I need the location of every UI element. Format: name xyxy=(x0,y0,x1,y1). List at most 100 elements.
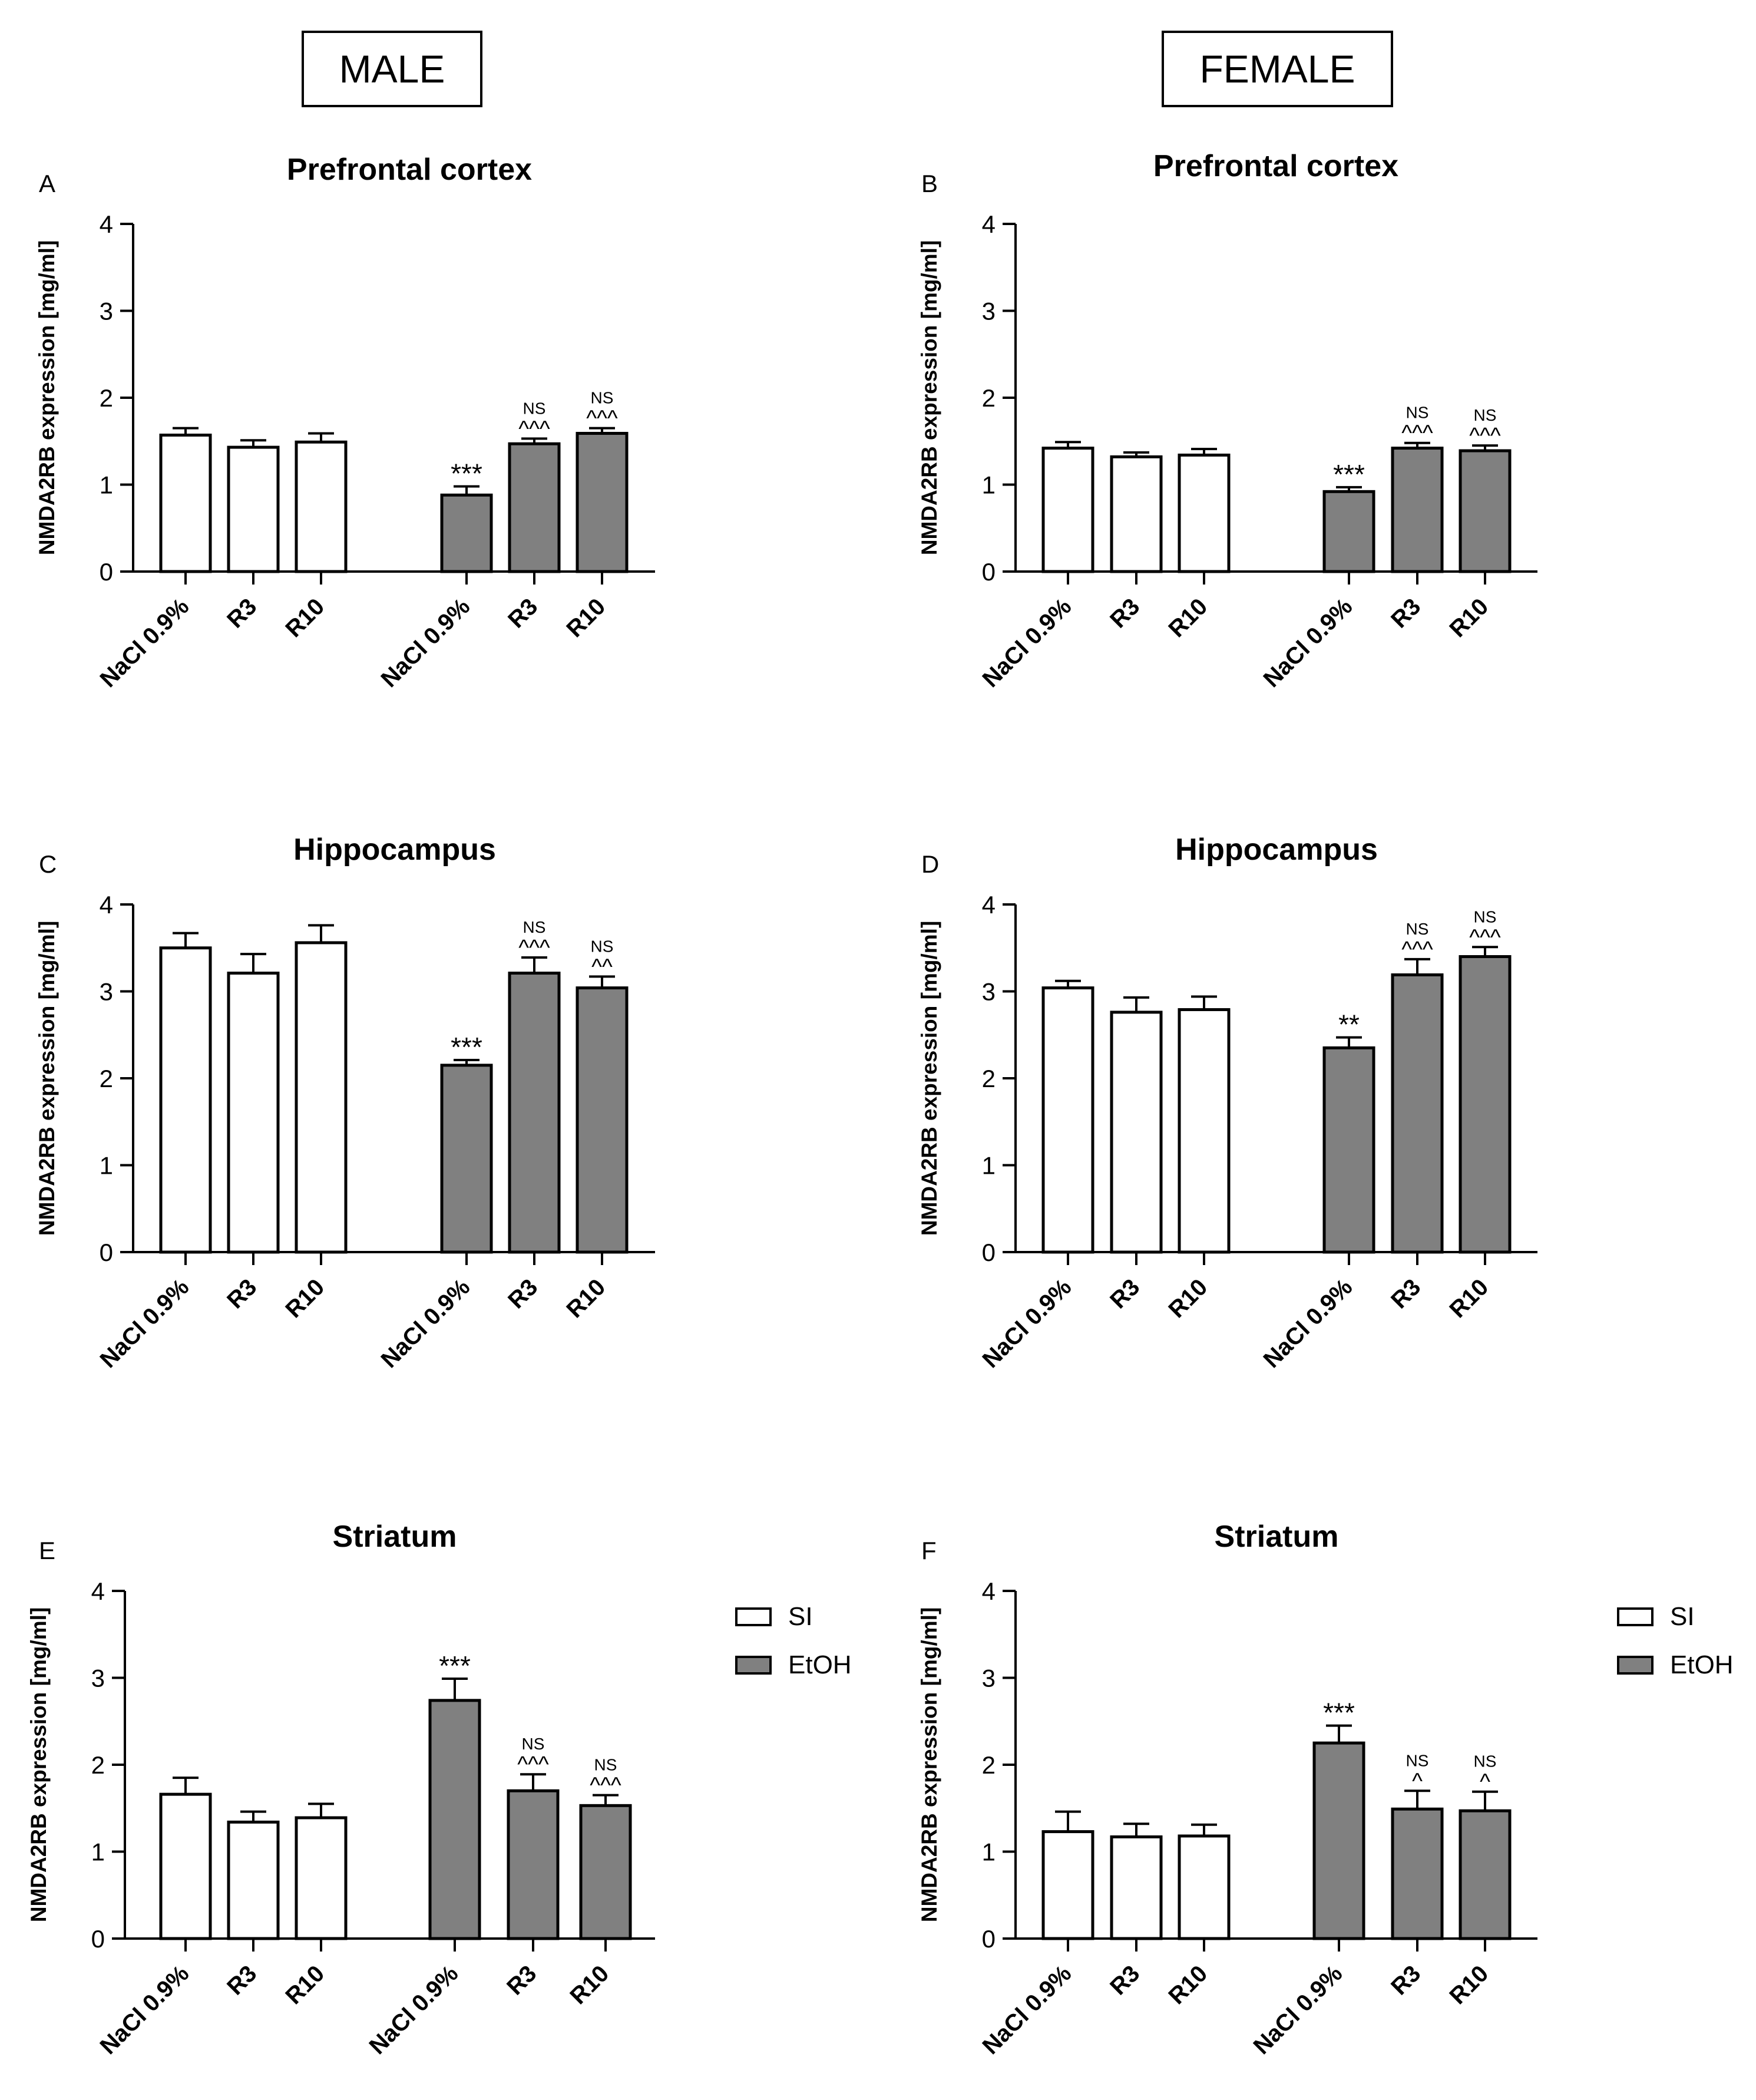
y-tick-label: 2 xyxy=(982,1065,996,1092)
y-tick-label: 1 xyxy=(982,471,996,499)
y-tick-label: 0 xyxy=(100,1239,113,1266)
y-axis-label: NMDA2RB expression [mg/ml] xyxy=(35,921,59,1236)
chart-title-c: Hippocampus xyxy=(293,833,496,867)
y-axis-label: NMDA2RB expression [mg/ml] xyxy=(917,1607,941,1923)
y-tick-label: 4 xyxy=(100,210,113,238)
panel-letter-a: A xyxy=(39,170,56,197)
x-tick-label: NaCl 0.9% xyxy=(364,1960,463,2059)
y-tick-label: 3 xyxy=(982,1665,996,1692)
male-header: MALE xyxy=(302,31,482,107)
x-tick-label: R3 xyxy=(1105,1960,1145,2000)
bar-etoh xyxy=(1391,973,1444,1254)
y-tick-label: 2 xyxy=(982,1751,996,1779)
significance-carets: ^^^ xyxy=(517,1752,549,1777)
significance-carets: ^^^ xyxy=(518,936,550,960)
x-tick-label: R3 xyxy=(1386,593,1426,633)
female-header: FEMALE xyxy=(1162,31,1393,107)
y-tick-label: 3 xyxy=(982,978,996,1006)
legend-label-etoh: EtOH xyxy=(788,1650,852,1679)
x-tick-label: R10 xyxy=(565,1960,614,2009)
chart-a: 0 1 2 3 4 NMDA2RB expression [mg/ml] NaCl 0.9%… xyxy=(35,210,655,692)
chart-e: 0 1 2 3 4 NMDA2RB expression [mg/ml] NaCl 0.9%… xyxy=(27,1577,655,2059)
y-tick-label: 0 xyxy=(982,558,996,586)
x-tick-label: NaCl 0.9% xyxy=(376,593,475,692)
legend-item-etoh: EtOH xyxy=(735,1647,852,1683)
legend-label-etoh: EtOH xyxy=(1670,1650,1734,1679)
bar-etoh xyxy=(1459,449,1512,573)
significance-carets: ^^^ xyxy=(518,417,550,441)
bar-etoh xyxy=(508,972,561,1254)
y-tick-label: 4 xyxy=(982,1577,996,1605)
bar-etoh xyxy=(440,1064,493,1254)
y-tick-label: 0 xyxy=(982,1925,996,1953)
y-tick-label: 2 xyxy=(100,1065,113,1092)
legend-item-si: SI xyxy=(1617,1599,1734,1635)
significance-stars: *** xyxy=(451,458,482,488)
significance-ns: NS xyxy=(1406,1751,1429,1769)
x-tick-label: R3 xyxy=(222,1274,262,1313)
legend-swatch-si xyxy=(735,1607,772,1626)
bar-si xyxy=(295,941,348,1254)
bar-etoh xyxy=(428,1699,481,1940)
x-tick-label: R3 xyxy=(1105,593,1145,633)
x-tick-label: R3 xyxy=(1386,1960,1426,2000)
bar-si xyxy=(1178,1834,1231,1940)
significance-ns: NS xyxy=(523,399,546,417)
significance-carets: ^^^ xyxy=(1469,925,1501,950)
bar-si xyxy=(1041,986,1094,1254)
significance-carets: ^^^ xyxy=(590,1774,621,1798)
x-tick-label: NaCl 0.9% xyxy=(1258,1274,1357,1373)
y-axis-label: NMDA2RB expression [mg/ml] xyxy=(917,240,941,556)
chart-title-e: Striatum xyxy=(332,1520,457,1554)
significance-ns: NS xyxy=(522,1735,545,1753)
y-axis-label: NMDA2RB expression [mg/ml] xyxy=(917,921,941,1236)
bar-si xyxy=(1110,1835,1163,1940)
x-tick-label: R3 xyxy=(222,593,262,633)
x-tick-label: NaCl 0.9% xyxy=(376,1274,475,1373)
significance-stars: *** xyxy=(451,1032,482,1062)
y-tick-label: 1 xyxy=(982,1838,996,1866)
bar-si xyxy=(1041,447,1094,573)
x-tick-label: R10 xyxy=(280,1960,329,2009)
y-tick-label: 2 xyxy=(982,384,996,412)
y-tick-label: 2 xyxy=(91,1751,105,1779)
bar-si xyxy=(295,440,348,573)
x-tick-label: R10 xyxy=(280,593,329,642)
bar-etoh xyxy=(1459,1809,1512,1940)
bar-etoh xyxy=(1459,955,1512,1254)
x-tick-label: NaCl 0.9% xyxy=(1258,593,1357,692)
chart-c: 0 1 2 3 4 NMDA2RB expression [mg/ml] NaCl 0.9%… xyxy=(35,891,655,1373)
significance-carets: ^^^ xyxy=(586,407,618,431)
bar-etoh xyxy=(1391,447,1444,573)
significance-ns: NS xyxy=(1474,406,1497,424)
bar-etoh xyxy=(1312,1741,1365,1940)
chart-d: 0 1 2 3 4 NMDA2RB expression [mg/ml] NaCl 0.9%… xyxy=(917,891,1537,1373)
bar-si xyxy=(159,1792,212,1940)
panel-letter-c: C xyxy=(39,850,57,878)
legend-label-si: SI xyxy=(1670,1602,1695,1631)
y-tick-label: 4 xyxy=(91,1577,105,1605)
panel-letter-e: E xyxy=(39,1537,56,1564)
bar-etoh xyxy=(1322,490,1375,573)
x-tick-label: R3 xyxy=(503,1274,543,1313)
bar-si xyxy=(1178,453,1231,573)
x-tick-label: NaCl 0.9% xyxy=(95,593,194,692)
bar-si xyxy=(1041,1830,1094,1940)
x-tick-label: NaCl 0.9% xyxy=(1248,1960,1347,2059)
x-tick-label: R10 xyxy=(561,593,610,642)
x-tick-label: R3 xyxy=(502,1960,541,2000)
bar-si xyxy=(227,972,280,1254)
y-tick-label: 0 xyxy=(982,1239,996,1266)
x-tick-label: R3 xyxy=(1386,1274,1426,1313)
x-tick-label: R3 xyxy=(503,593,543,633)
y-tick-label: 3 xyxy=(982,298,996,325)
significance-carets: ^ xyxy=(1480,1770,1490,1795)
y-tick-label: 3 xyxy=(100,978,113,1006)
x-tick-label: NaCl 0.9% xyxy=(95,1960,194,2059)
legend-label-si: SI xyxy=(788,1602,813,1631)
y-tick-label: 2 xyxy=(100,384,113,412)
panel-letter-b: B xyxy=(921,170,938,197)
significance-ns: NS xyxy=(1474,1752,1497,1771)
bar-etoh xyxy=(576,431,629,573)
significance-ns: NS xyxy=(1406,404,1429,422)
